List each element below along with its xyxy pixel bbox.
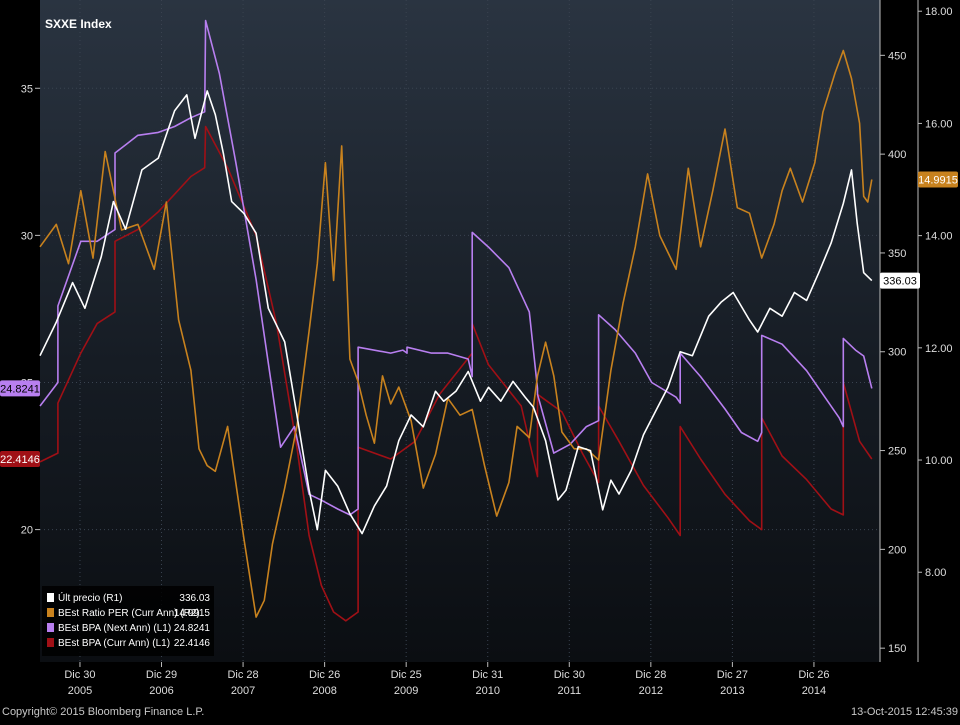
- y-right1-tick-label: 400: [888, 149, 906, 161]
- y-right1-tick-label: 350: [888, 248, 906, 260]
- x-tick-label: Dic 30: [554, 669, 585, 681]
- x-tick-year: 2013: [720, 685, 744, 697]
- legend-label: Últ precio (R1): [58, 591, 122, 604]
- y-left-tick-label: 30: [21, 230, 33, 242]
- legend-value: 24.8241: [174, 623, 211, 634]
- x-tick-year: 2011: [557, 685, 581, 697]
- x-tick-year: 2010: [475, 685, 499, 697]
- x-tick-year: 2014: [802, 685, 826, 697]
- series-layer: [39, 19, 873, 622]
- x-tick-label: Dic 25: [391, 669, 422, 681]
- legend-value: 336.03: [179, 593, 210, 604]
- y-right2-tick-label: 14.00: [925, 231, 953, 243]
- legend: Últ precio (R1) 336.03 BEst Ratio PER (Cur…: [42, 586, 214, 656]
- legend-value: 22.4146: [174, 638, 211, 649]
- y-right1-tick-label: 300: [888, 347, 906, 359]
- y-left-tick-label: 35: [21, 83, 33, 95]
- x-tick-label: Dic 27: [717, 669, 748, 681]
- legend-swatch: [47, 593, 54, 602]
- chart-title: SXXE Index: [45, 17, 112, 31]
- x-tick-year: 2008: [312, 685, 336, 697]
- last-value-labels: 24.8241 22.4146 336.03 14.9915: [0, 171, 958, 467]
- legend-swatch: [47, 608, 54, 617]
- y-right2-tick-label: 16.00: [925, 118, 953, 130]
- x-tick-label: Dic 28: [635, 669, 666, 681]
- y-right1-tick-label: 200: [888, 544, 906, 556]
- copyright-text: Copyright© 2015 Bloomberg Finance L.P.: [2, 706, 204, 718]
- y-left-tick-label: 20: [21, 525, 33, 537]
- last-value-tag: [880, 272, 920, 289]
- x-tick-year: 2009: [394, 685, 418, 697]
- legend-label: BEst BPA (Curr Ann) (L1): [58, 638, 170, 649]
- legend-label: BEst BPA (Next Ann) (L1): [58, 623, 171, 634]
- x-tick-year: 2005: [68, 685, 92, 697]
- price-line: [39, 90, 873, 535]
- last-value-text: 24.8241: [0, 383, 40, 395]
- x-tick-year: 2006: [149, 685, 173, 697]
- x-tick-label: Dic 29: [146, 669, 177, 681]
- x-tick-label: Dic 31: [472, 669, 503, 681]
- legend-swatch: [47, 623, 54, 632]
- last-value-tag: [0, 380, 40, 397]
- legend-label: BEst Ratio PER (Curr Ann) (R2): [58, 608, 200, 619]
- bpa-next-line: [39, 19, 873, 516]
- legend-swatch: [47, 638, 54, 647]
- last-value-text: 14.9915: [918, 175, 958, 187]
- last-value-tag: [0, 450, 40, 467]
- timestamp-text: 13-Oct-2015 12:45:39: [851, 706, 958, 718]
- plot-area: [40, 0, 880, 662]
- y-right1-tick-label: 450: [888, 50, 906, 62]
- x-tick-label: Dic 28: [227, 669, 258, 681]
- x-tick-label: Dic 26: [309, 669, 340, 681]
- y-right2-tick-label: 18.00: [925, 6, 953, 18]
- y-right1-tick-label: 250: [888, 446, 906, 458]
- y-right1-tick-label: 150: [888, 643, 906, 655]
- y-right2-tick-label: 10.00: [925, 455, 953, 467]
- last-value-text: 22.4146: [0, 454, 40, 466]
- last-value-tag: [918, 171, 958, 188]
- x-tick-year: 2007: [231, 685, 255, 697]
- x-tick-label: Dic 26: [798, 669, 829, 681]
- x-tick-year: 2012: [639, 685, 663, 697]
- legend-value: 14.9915: [174, 608, 211, 619]
- y-right2-tick-label: 8.00: [925, 567, 946, 579]
- x-tick-label: Dic 30: [64, 669, 95, 681]
- y-right2-tick-label: 12.00: [925, 343, 953, 355]
- per-ratio-line: [39, 49, 873, 618]
- legend-box: [42, 586, 214, 656]
- last-value-text: 336.03: [883, 276, 917, 288]
- grid: [40, 0, 880, 662]
